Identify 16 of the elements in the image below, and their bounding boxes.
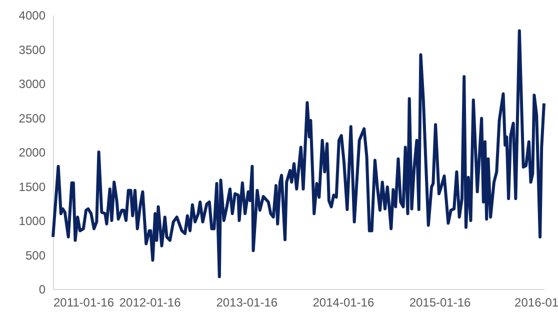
x-tick-label: 2012-01-16 (119, 296, 182, 310)
y-tick-label: 2000 (18, 146, 46, 160)
x-tick-label: 2011-01-16 (54, 296, 114, 310)
y-tick-label: 3500 (18, 42, 46, 57)
y-tick-label: 2500 (18, 111, 46, 126)
x-tick-label: 2015-01-16 (409, 296, 472, 310)
line-series (52, 29, 546, 278)
y-tick-label: 500 (25, 248, 46, 262)
y-tick-label: 0 (38, 282, 46, 296)
y-tick-label: 1000 (18, 214, 46, 228)
x-tick-label: 2013-01-16 (216, 296, 278, 310)
y-tick-label: 3000 (18, 77, 46, 91)
y-tick-label: 4000 (18, 8, 46, 22)
x-tick-label: 2016-01 (514, 296, 558, 310)
x-tick-label: 2014-01-16 (312, 296, 374, 310)
y-tick-label: 1500 (18, 180, 46, 194)
